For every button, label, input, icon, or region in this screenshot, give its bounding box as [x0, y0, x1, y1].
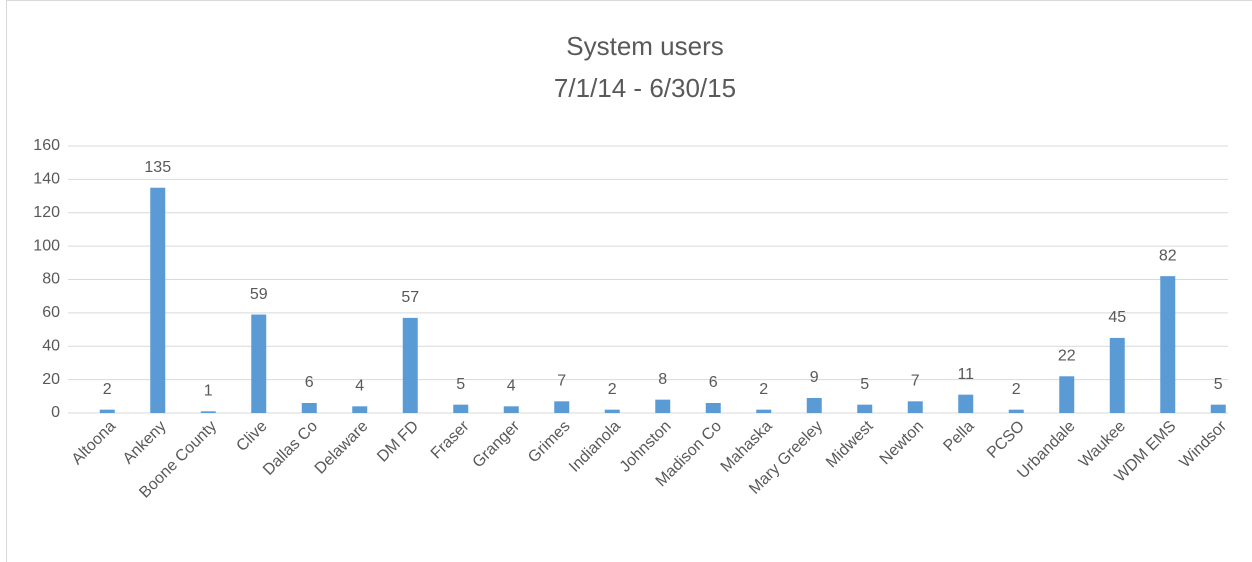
x-tick-label: PCSO [984, 418, 1028, 462]
chart-title: System users [566, 31, 724, 61]
bar [655, 399, 671, 413]
y-tick-label: 140 [33, 171, 60, 188]
data-label: 4 [507, 378, 516, 395]
y-tick-label: 80 [42, 271, 60, 288]
x-tick-label: Granger [470, 417, 524, 471]
y-tick-label: 160 [33, 137, 60, 154]
bar [756, 409, 772, 413]
data-label: 7 [911, 373, 920, 390]
data-label: 6 [305, 374, 314, 391]
chart-frame [6, 0, 1252, 562]
bar [907, 401, 923, 413]
x-tick-label: Newton [877, 418, 927, 468]
x-tick-label: Ankeny [120, 418, 170, 468]
data-label: 2 [1012, 381, 1021, 398]
data-label: 5 [456, 376, 465, 393]
x-tick-label: Clive [233, 418, 270, 455]
bar [301, 402, 317, 413]
data-label: 8 [658, 371, 667, 388]
bar [806, 397, 822, 413]
y-tick-label: 120 [33, 204, 60, 221]
bar [1210, 404, 1226, 413]
bar [1160, 276, 1176, 413]
data-label: 7 [557, 373, 566, 390]
y-tick-label: 20 [42, 371, 60, 388]
bar [150, 187, 166, 413]
data-label: 82 [1159, 247, 1177, 264]
x-tick-label: Dallas Co [260, 418, 321, 479]
x-tick-label: Indianola [566, 418, 624, 476]
bar [200, 411, 216, 413]
data-label: 9 [810, 369, 819, 386]
data-label: 45 [1108, 309, 1126, 326]
bar [503, 406, 519, 413]
y-tick-label: 0 [51, 404, 60, 421]
x-tick-label: Fraser [428, 417, 473, 462]
data-label: 57 [401, 289, 419, 306]
y-tick-label: 100 [33, 237, 60, 254]
data-label: 2 [608, 381, 617, 398]
bar [705, 402, 721, 413]
data-label: 5 [860, 376, 869, 393]
x-tick-label: Grimes [525, 418, 573, 466]
bar [352, 406, 368, 413]
bar [604, 409, 620, 413]
data-label: 2 [759, 381, 768, 398]
x-tick-label: Altoona [69, 418, 119, 468]
bar [1008, 409, 1024, 413]
bar [554, 401, 570, 413]
bar [958, 394, 974, 413]
data-label: 59 [250, 286, 268, 303]
data-label: 6 [709, 374, 718, 391]
y-tick-label: 40 [42, 337, 60, 354]
bar [99, 409, 115, 413]
y-tick-label: 60 [42, 304, 60, 321]
x-tick-label: Pella [940, 418, 977, 455]
bar [251, 314, 267, 413]
bar [857, 404, 873, 413]
data-label: 5 [1214, 376, 1223, 393]
bar [1059, 376, 1075, 413]
data-label: 2 [103, 381, 112, 398]
bar [402, 317, 418, 413]
x-tick-label: Midwest [823, 417, 877, 471]
bar [1109, 337, 1125, 413]
bar [453, 404, 469, 413]
data-label: 11 [957, 366, 974, 383]
data-label: 135 [144, 159, 171, 176]
x-tick-label: Windsor [1177, 417, 1231, 471]
data-label: 4 [355, 378, 364, 395]
data-label: 22 [1058, 348, 1076, 365]
x-tick-label: Delaware [312, 418, 372, 478]
x-tick-label: DM FD [374, 418, 422, 466]
data-label: 1 [204, 383, 213, 400]
chart-subtitle: 7/1/14 - 6/30/15 [554, 73, 736, 103]
